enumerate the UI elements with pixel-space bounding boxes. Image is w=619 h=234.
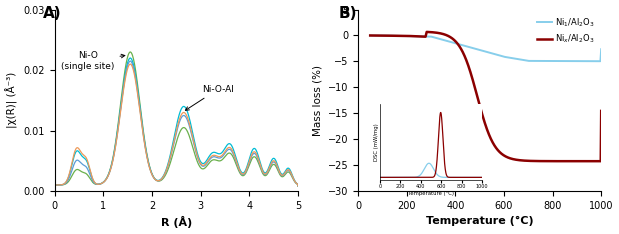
X-axis label: Temperature (°C): Temperature (°C) bbox=[426, 216, 534, 227]
Ni$_x$/Al$_2$O$_3$ bbox=[597, 160, 604, 163]
Ni$_1$/Al$_2$O$_3$ bbox=[479, 49, 487, 52]
Ni$_x$/Al$_2$O$_3$ bbox=[591, 160, 598, 163]
Ni$_1$/Al$_2$O$_3$ bbox=[378, 34, 386, 37]
Ni$_x$/Al$_2$O$_3$ bbox=[378, 34, 386, 37]
Ni$_1$/Al$_2$O$_3$ bbox=[473, 48, 480, 51]
Ni$_x$/Al$_2$O$_3$ bbox=[423, 30, 430, 33]
Line: Ni$_1$/Al$_2$O$_3$: Ni$_1$/Al$_2$O$_3$ bbox=[370, 36, 601, 61]
Text: Ni-O-Al: Ni-O-Al bbox=[186, 85, 233, 110]
Ni$_x$/Al$_2$O$_3$ bbox=[548, 160, 556, 163]
Ni$_1$/Al$_2$O$_3$ bbox=[548, 60, 556, 62]
Ni$_1$/Al$_2$O$_3$ bbox=[591, 60, 598, 62]
Ni$_1$/Al$_2$O$_3$ bbox=[597, 48, 605, 51]
Ni$_x$/Al$_2$O$_3$ bbox=[597, 110, 605, 112]
Y-axis label: Mass loss (%): Mass loss (%) bbox=[312, 65, 322, 136]
Text: B): B) bbox=[339, 6, 357, 21]
Ni$_1$/Al$_2$O$_3$ bbox=[597, 60, 604, 63]
Text: Ni-O
(single site): Ni-O (single site) bbox=[61, 51, 125, 71]
Legend: Ni$_1$/Al$_2$O$_3$, Ni$_x$/Al$_2$O$_3$: Ni$_1$/Al$_2$O$_3$, Ni$_x$/Al$_2$O$_3$ bbox=[534, 14, 597, 48]
Ni$_1$/Al$_2$O$_3$ bbox=[591, 60, 598, 62]
Text: A): A) bbox=[43, 6, 61, 21]
Ni$_x$/Al$_2$O$_3$ bbox=[473, 92, 480, 95]
X-axis label: R (Å): R (Å) bbox=[161, 216, 192, 228]
Ni$_x$/Al$_2$O$_3$ bbox=[479, 114, 487, 117]
Y-axis label: |χ(R)| (Å⁻³): |χ(R)| (Å⁻³) bbox=[6, 72, 18, 128]
Ni$_x$/Al$_2$O$_3$ bbox=[591, 160, 599, 163]
Ni$_1$/Al$_2$O$_3$ bbox=[366, 34, 374, 37]
Line: Ni$_x$/Al$_2$O$_3$: Ni$_x$/Al$_2$O$_3$ bbox=[370, 32, 601, 161]
Ni$_x$/Al$_2$O$_3$ bbox=[366, 34, 374, 37]
